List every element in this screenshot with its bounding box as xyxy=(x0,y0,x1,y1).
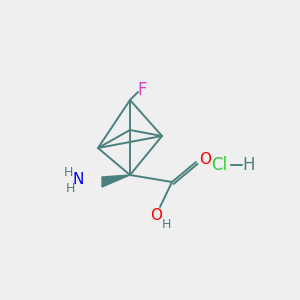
Text: H: H xyxy=(243,156,255,174)
Text: F: F xyxy=(137,81,147,99)
Text: N: N xyxy=(72,172,84,187)
Text: O: O xyxy=(199,152,211,166)
Text: H: H xyxy=(161,218,171,232)
Polygon shape xyxy=(102,175,130,187)
Text: H: H xyxy=(65,182,75,194)
Text: O: O xyxy=(150,208,162,223)
Text: H: H xyxy=(63,166,73,178)
Text: Cl: Cl xyxy=(211,156,227,174)
